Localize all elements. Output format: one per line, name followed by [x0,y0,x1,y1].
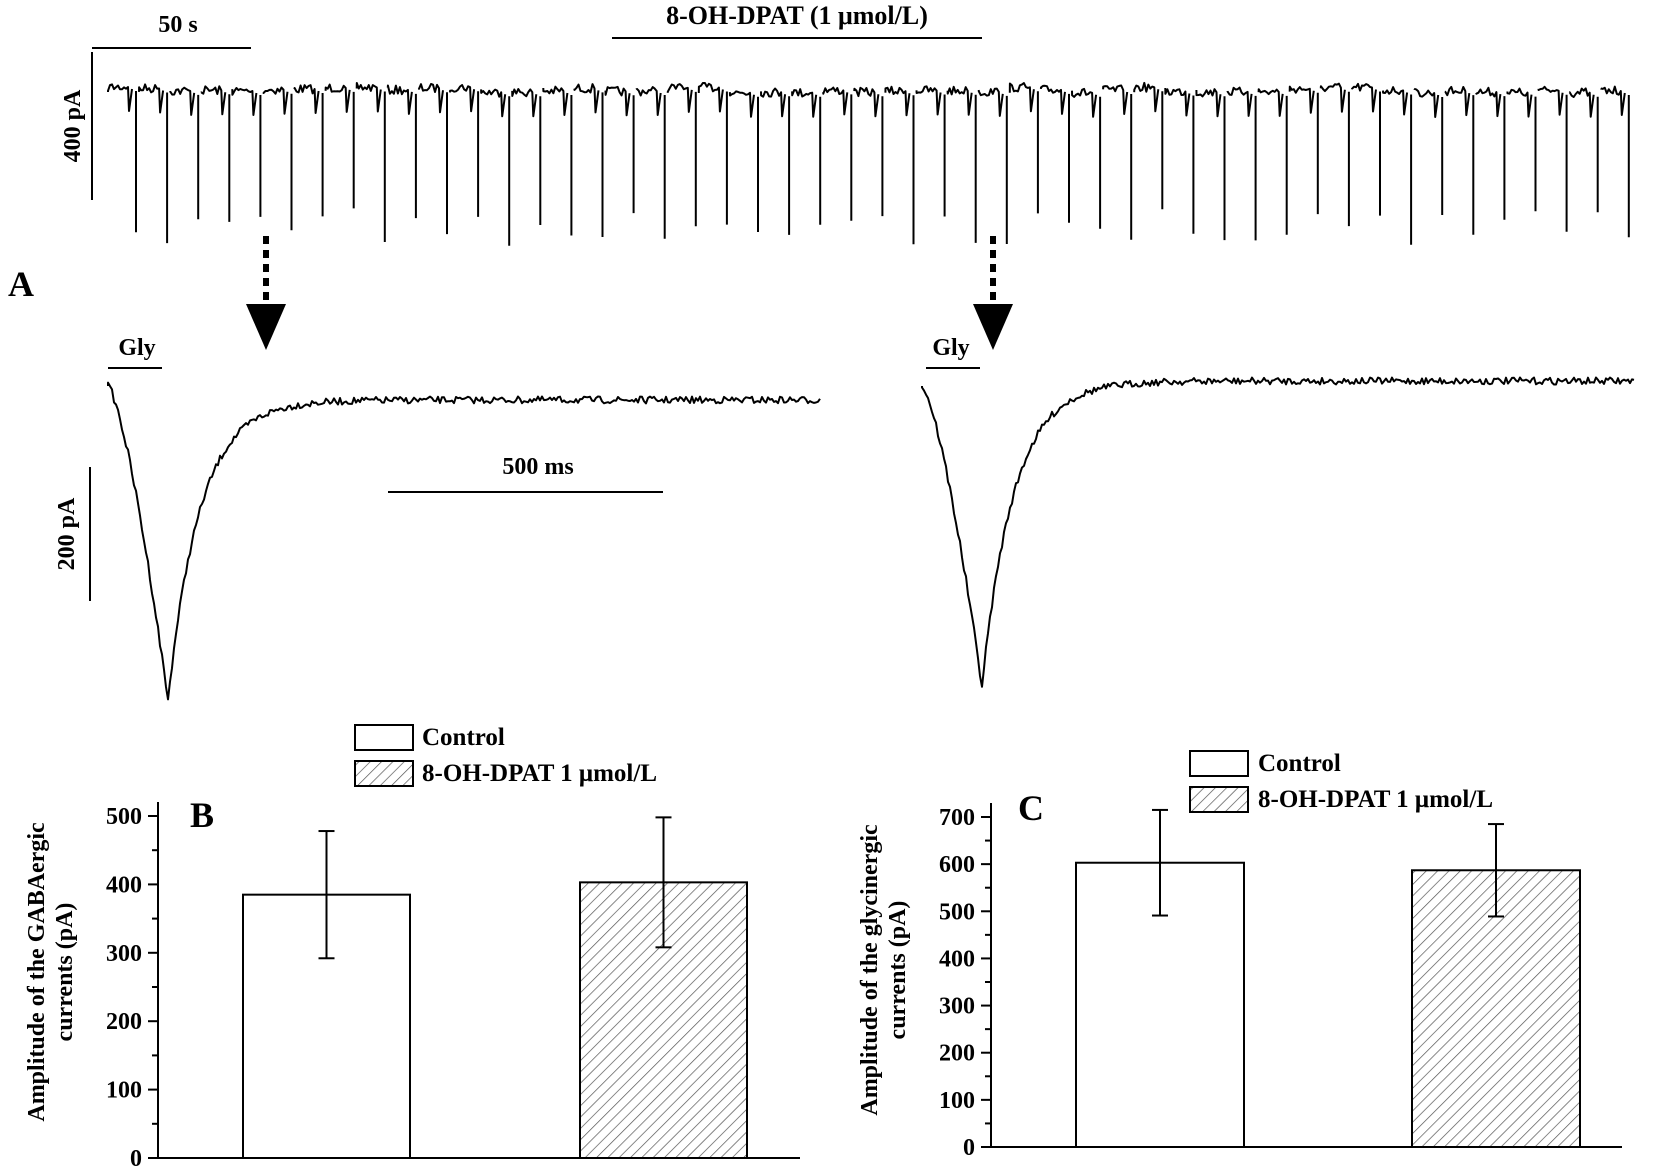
time-scale-label: 50 s [158,12,197,38]
current-scale-label: 400 pA [60,89,86,162]
y-tick-label: 200 [939,1041,975,1067]
y-tick-label: 200 [106,1009,142,1035]
panel-a-label: A [8,264,34,304]
drug-application-label: 8-OH-DPAT (1 μmol/L) [666,1,928,30]
panel-b: B Amplitude of the GABAergic currents (p… [24,724,800,1166]
y-tick-label: 400 [939,946,975,972]
panel-c-plot: 0 100 200 300 400 500 600 700 [939,803,1622,1161]
panel-c-ylabel-line1: Amplitude of the glycinergic [857,824,883,1116]
y-tick-label: 300 [106,941,142,967]
y-tick-label: 100 [106,1078,142,1104]
panel-b-legend-control-label: Control [422,724,505,751]
panel-c-legend-control-swatch [1189,750,1249,777]
panel-b-label: B [190,795,214,835]
y-tick-label: 400 [106,872,142,898]
y-tick-label: 0 [130,1146,142,1166]
sweep-current-scale-label: 200 pA [54,497,80,570]
y-tick-label: 300 [939,994,975,1020]
y-tick-label: 500 [106,804,142,830]
y-tick-label: 100 [939,1088,975,1114]
drug-sweep-trace [921,376,1635,688]
panel-b-legend-control-swatch [354,724,414,751]
panel-c-legend-drug-swatch [1189,786,1249,813]
y-tick-label: 500 [939,899,975,925]
panel-c: C Amplitude of the glycinergic currents … [857,750,1622,1161]
panel-c-legend-drug-label: 8-OH-DPAT 1 μmol/L [1258,786,1493,813]
gly-label-drug: Gly [932,335,969,361]
gly-label-control: Gly [118,335,155,361]
panel-b-ylabel-line1: Amplitude of the GABAergic [24,822,50,1122]
arrow-head-control [246,304,286,350]
y-tick-label: 0 [963,1135,975,1161]
panel-b-ylabel-line2: currents (pA) [52,903,78,1042]
y-tick-label: 700 [939,805,975,831]
panel-c-legend-control-label: Control [1258,750,1341,777]
panel-b-plot: 0 100 200 300 400 500 [106,802,800,1166]
continuous-current-trace [108,83,1632,246]
panel-a: A 50 s 400 pA 8-OH-DPAT (1 μmol/L) Gly G… [8,1,1635,701]
panel-b-legend-drug-swatch [354,760,414,787]
y-tick-label: 600 [939,852,975,878]
arrow-head-drug [973,304,1013,350]
control-sweep-trace [107,381,821,701]
panel-c-ylabel-line2: currents (pA) [885,901,911,1040]
sweep-time-scale-label: 500 ms [502,454,573,480]
panel-c-label: C [1018,788,1044,828]
panel-b-legend-drug-label: 8-OH-DPAT 1 μmol/L [422,760,657,787]
